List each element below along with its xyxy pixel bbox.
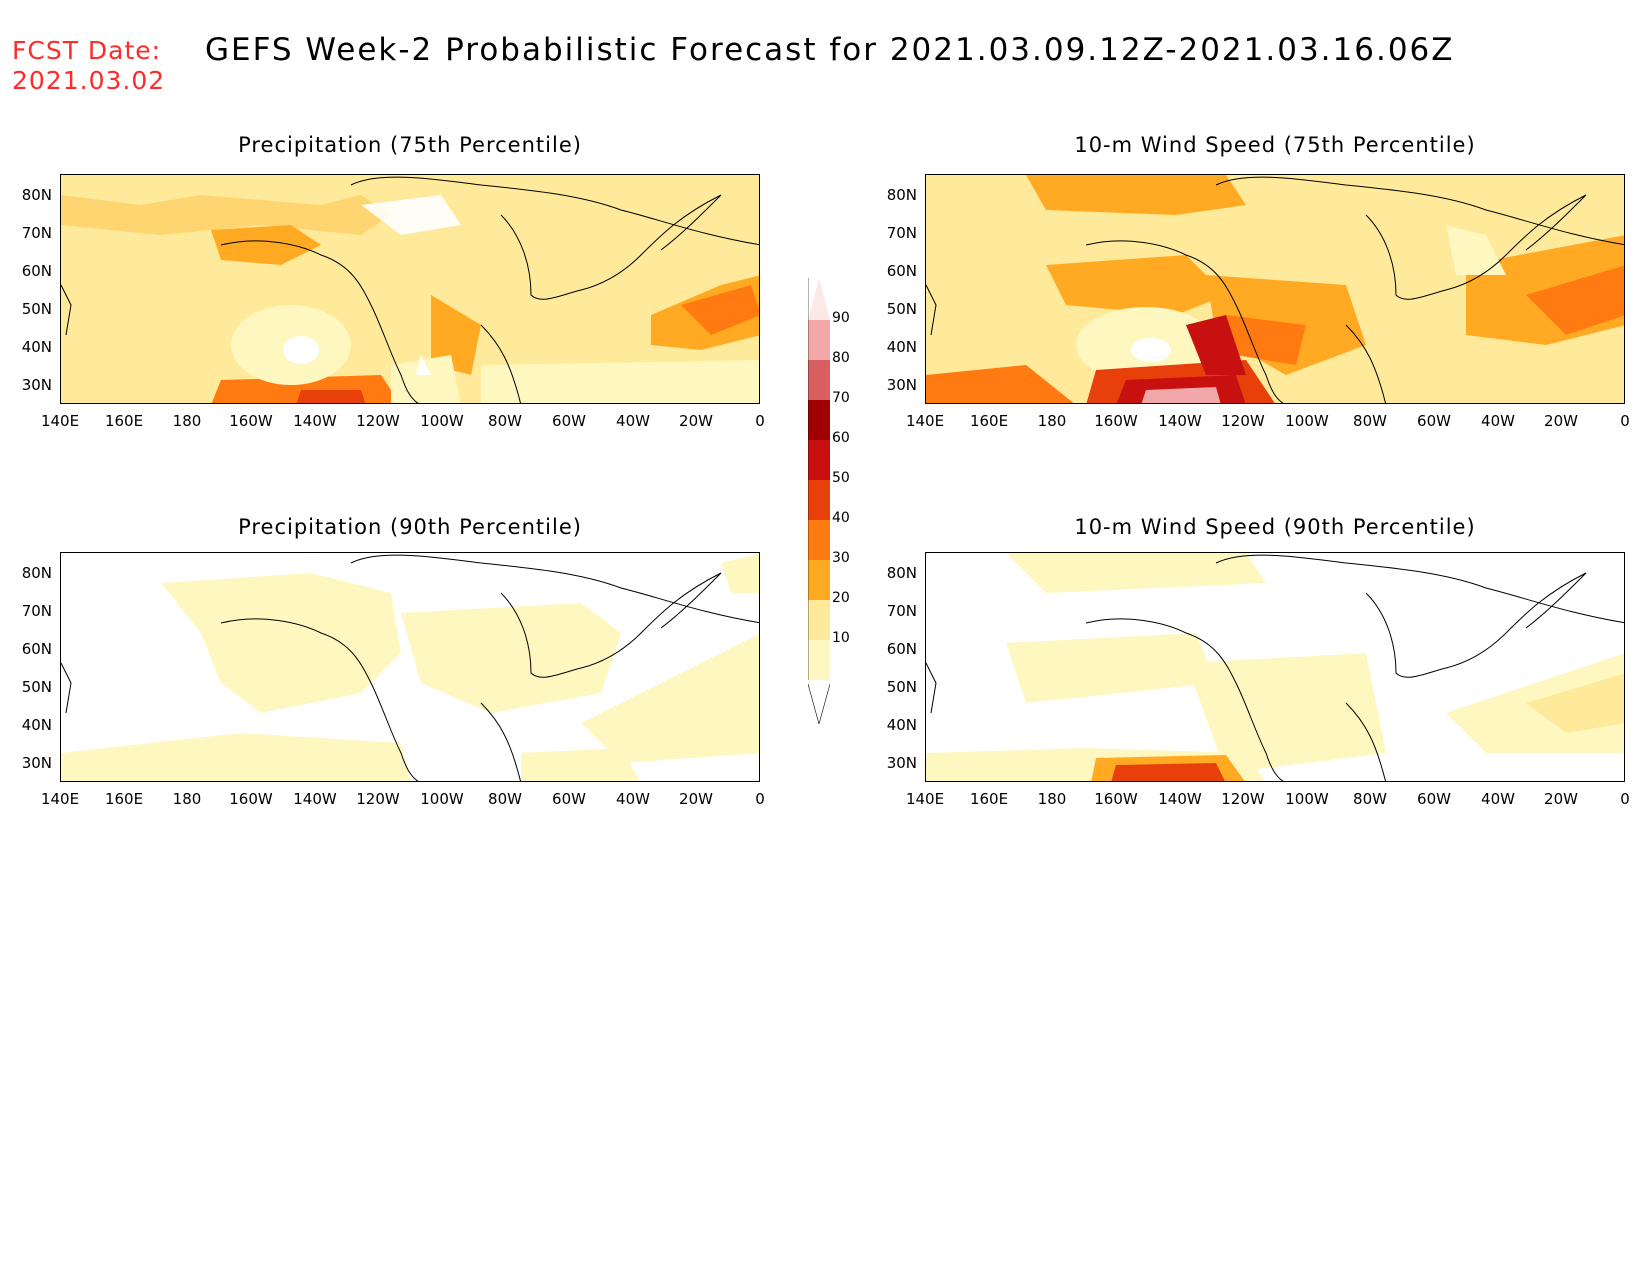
lon-label: 60W: [1417, 790, 1451, 808]
fcst-date-value: 2021.03.02: [12, 66, 166, 95]
lon-label: 20W: [1544, 790, 1578, 808]
lon-label: 100W: [1285, 412, 1329, 430]
lon-label: 140W: [293, 412, 337, 430]
lon-label: 120W: [356, 412, 400, 430]
lat-label: 60N: [21, 640, 52, 658]
lon-label: 60W: [552, 412, 586, 430]
lon-label: 80W: [488, 790, 522, 808]
lat-label: 80N: [21, 186, 52, 204]
colorbar-label: 90: [832, 310, 850, 326]
lon-label: 160E: [104, 790, 144, 808]
lon-label: 0: [755, 412, 765, 430]
lat-label: 30N: [21, 376, 52, 394]
lat-label: 30N: [886, 376, 917, 394]
colorbar: [807, 270, 830, 724]
colorbar-label: 40: [832, 510, 850, 526]
lon-label: 180: [1037, 412, 1067, 430]
lon-label: 140E: [40, 412, 80, 430]
lon-label: 80W: [488, 412, 522, 430]
lon-label: 60W: [1417, 412, 1451, 430]
lon-label: 180: [172, 412, 202, 430]
lon-label: 0: [755, 790, 765, 808]
lat-label: 50N: [21, 300, 52, 318]
lat-label: 70N: [886, 224, 917, 242]
lat-label: 50N: [886, 678, 917, 696]
lon-label: 40W: [1481, 790, 1515, 808]
map-wind75: [925, 174, 1625, 404]
lon-label: 120W: [1221, 412, 1265, 430]
lon-label: 160E: [969, 790, 1009, 808]
map-precip75: [60, 174, 760, 404]
lon-label: 120W: [1221, 790, 1265, 808]
lon-label: 100W: [420, 790, 464, 808]
lat-label: 80N: [886, 186, 917, 204]
lat-label: 40N: [886, 338, 917, 356]
lon-label: 140W: [293, 790, 337, 808]
lon-label: 40W: [616, 790, 650, 808]
lon-label: 120W: [356, 790, 400, 808]
lon-label: 80W: [1353, 790, 1387, 808]
colorbar-bottom-arrow: [808, 684, 830, 724]
map-wind90: [925, 552, 1625, 782]
lon-label: 160W: [229, 412, 273, 430]
lat-label: 70N: [21, 224, 52, 242]
colorbar-swatches: [807, 278, 830, 680]
lon-label: 160E: [104, 412, 144, 430]
lon-label: 140W: [1158, 790, 1202, 808]
panel-title-wind90: 10-m Wind Speed (90th Percentile): [1074, 515, 1476, 539]
lon-label: 140E: [905, 412, 945, 430]
lon-label: 160W: [1094, 790, 1138, 808]
colorbar-label: 50: [832, 470, 850, 486]
lat-label: 60N: [886, 262, 917, 280]
lat-label: 40N: [21, 716, 52, 734]
lon-label: 20W: [1544, 412, 1578, 430]
lon-label: 160W: [1094, 412, 1138, 430]
lat-label: 70N: [886, 602, 917, 620]
panel-title-precip90: Precipitation (90th Percentile): [238, 515, 582, 539]
page-title: GEFS Week-2 Probabilistic Forecast for 2…: [205, 32, 1455, 68]
colorbar-label: 20: [832, 590, 850, 606]
lat-label: 80N: [886, 564, 917, 582]
lon-label: 100W: [1285, 790, 1329, 808]
fcst-date-caption: FCST Date:: [12, 36, 162, 65]
lat-label: 40N: [21, 338, 52, 356]
lon-label: 100W: [420, 412, 464, 430]
panel-title-wind75: 10-m Wind Speed (75th Percentile): [1074, 133, 1476, 157]
lat-label: 80N: [21, 564, 52, 582]
lat-label: 70N: [21, 602, 52, 620]
lon-label: 160W: [229, 790, 273, 808]
lat-label: 60N: [21, 262, 52, 280]
lon-label: 40W: [1481, 412, 1515, 430]
colorbar-label: 10: [832, 630, 850, 646]
lat-label: 60N: [886, 640, 917, 658]
lat-label: 50N: [21, 678, 52, 696]
lon-label: 60W: [552, 790, 586, 808]
lon-label: 180: [1037, 790, 1067, 808]
lon-label: 140E: [40, 790, 80, 808]
forecast-date-label: FCST Date: 2021.03.02: [12, 36, 165, 96]
lat-label: 30N: [886, 754, 917, 772]
colorbar-label: 80: [832, 350, 850, 366]
lon-label: 20W: [679, 790, 713, 808]
lon-label: 140W: [1158, 412, 1202, 430]
colorbar-top-arrow: [808, 278, 830, 320]
lon-label: 80W: [1353, 412, 1387, 430]
lat-label: 30N: [21, 754, 52, 772]
map-precip90: [60, 552, 760, 782]
lon-label: 160E: [969, 412, 1009, 430]
colorbar-label: 30: [832, 550, 850, 566]
lat-label: 50N: [886, 300, 917, 318]
lon-label: 180: [172, 790, 202, 808]
lon-label: 40W: [616, 412, 650, 430]
lon-label: 20W: [679, 412, 713, 430]
panel-title-precip75: Precipitation (75th Percentile): [238, 133, 582, 157]
colorbar-label: 60: [832, 430, 850, 446]
lon-label: 0: [1620, 790, 1630, 808]
lon-label: 140E: [905, 790, 945, 808]
lat-label: 40N: [886, 716, 917, 734]
colorbar-label: 70: [832, 390, 850, 406]
lon-label: 0: [1620, 412, 1630, 430]
